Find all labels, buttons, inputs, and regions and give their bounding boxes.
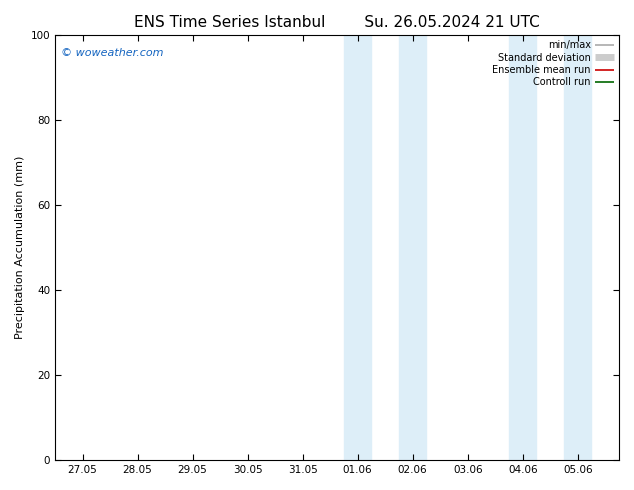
Bar [399,35,427,460]
Bar [344,35,372,460]
Bar [509,35,536,460]
Bar [564,35,592,460]
Legend: min/max, Standard deviation, Ensemble mean run, Controll run: min/max, Standard deviation, Ensemble me… [490,38,616,90]
Text: © woweather.com: © woweather.com [61,48,163,58]
Y-axis label: Precipitation Accumulation (mm): Precipitation Accumulation (mm) [15,156,25,340]
Title: ENS Time Series Istanbul        Su. 26.05.2024 21 UTC: ENS Time Series Istanbul Su. 26.05.2024 … [134,15,540,30]
